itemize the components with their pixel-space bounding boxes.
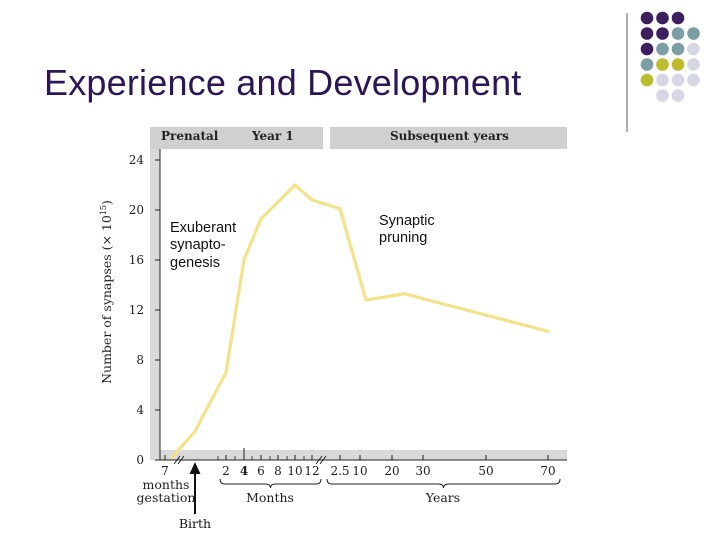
corner-dot <box>640 58 654 71</box>
corner-dot <box>656 42 669 56</box>
corner-dot <box>671 73 685 87</box>
synapse-data-point <box>293 183 297 187</box>
x-ticks: 7 2 4 6 8 10 12 2.5 10 20 30 50 70 <box>161 448 556 478</box>
x-tick-label: 10 <box>287 464 302 478</box>
corner-dot <box>656 11 669 25</box>
corner-dot <box>687 27 700 40</box>
header-band-prenatal-year1 <box>150 127 323 149</box>
axis-break-mark <box>173 455 185 465</box>
y-tick-label: 4 <box>136 403 144 417</box>
synapse-data-point <box>364 298 368 302</box>
x-group-label-months: Months <box>246 490 294 505</box>
x-group-label-gestation: months <box>143 477 190 492</box>
annotation-line: synapto- <box>170 237 226 254</box>
dot-grid <box>640 11 700 102</box>
y-tick-label: 8 <box>136 353 144 367</box>
svg-text:Number of synapses (× 1015): Number of synapses (× 1015) <box>99 200 114 384</box>
annotation-line: pruning <box>379 230 428 247</box>
x-axis-band <box>150 450 567 460</box>
synapse-series-points <box>170 183 550 460</box>
synapse-data-point <box>403 292 407 296</box>
x-group-brace-months <box>219 478 322 489</box>
period-header: Year 1 <box>251 129 294 143</box>
x-tick-label: 2.5 <box>330 464 349 478</box>
synapse-data-point <box>310 198 314 202</box>
y-axis-label-close: ) <box>99 200 114 205</box>
annotation-line: Synaptic <box>379 213 435 229</box>
y-axis-label: Number of synapses (× 1015) <box>99 200 114 384</box>
birth-arrow-head <box>189 462 201 474</box>
corner-dot <box>671 42 685 56</box>
x-tick-label: 30 <box>415 464 430 478</box>
x-tick-label: 4 <box>240 464 248 478</box>
synapse-chart: 0 4 8 12 16 20 24 Prenatal Year 1 Subsequent yea… <box>98 122 578 538</box>
header-band-subsequent <box>330 127 567 149</box>
x-tick-label: 10 <box>352 464 367 478</box>
y-axis-band <box>150 149 160 460</box>
annotation-exuberant-synaptogenesis: Exuberant synapto- genesis <box>170 220 280 272</box>
corner-dot <box>640 42 654 56</box>
synapse-series-line <box>170 183 550 460</box>
slide-title: Experience and Development <box>44 62 522 103</box>
birth-marker: Birth <box>179 462 211 531</box>
corner-dot-decoration <box>626 11 700 132</box>
x-tick-label: 6 <box>257 464 265 478</box>
y-tick-label: 20 <box>129 203 144 217</box>
period-header: Subsequent years <box>390 129 509 143</box>
x-tick-label: 12 <box>304 464 319 478</box>
corner-dot <box>640 27 654 40</box>
annotation-line: Exuberant <box>170 220 237 236</box>
corner-dot <box>671 58 685 71</box>
synapse-data-point <box>426 298 430 302</box>
y-ticks: 0 4 8 12 16 20 24 <box>129 153 160 467</box>
x-tick-label: 20 <box>384 464 399 478</box>
synapse-data-point <box>170 455 174 460</box>
corner-dot <box>656 73 669 87</box>
corner-dot <box>640 73 654 87</box>
x-group-label-years: Years <box>425 490 460 505</box>
corner-dot <box>656 27 669 40</box>
annotation-line: genesis <box>170 254 220 271</box>
y-axis-label-exponent: 15 <box>99 205 108 215</box>
corner-dot <box>640 11 654 25</box>
synapse-data-point <box>338 207 342 211</box>
x-tick-label: 8 <box>274 464 282 478</box>
x-tick-label: 7 <box>161 464 169 478</box>
synapse-data-point <box>546 329 550 333</box>
y-tick-label: 24 <box>129 153 145 167</box>
synapse-data-point <box>193 429 197 433</box>
y-tick-label: 0 <box>136 453 144 467</box>
synapse-data-point <box>224 370 228 375</box>
corner-dot <box>687 58 700 71</box>
corner-dot <box>687 73 700 87</box>
period-headers: Prenatal Year 1 Subsequent years <box>161 129 509 143</box>
corner-dot <box>656 89 669 102</box>
x-group-label-gestation: gestation <box>137 490 196 505</box>
x-group-brace-years <box>326 478 561 489</box>
corner-dot <box>671 27 685 40</box>
x-tick-label: 50 <box>478 464 493 478</box>
x-tick-label: 70 <box>540 464 555 478</box>
y-tick-label: 12 <box>129 303 144 317</box>
synapse-data-point <box>259 217 263 221</box>
axis-break-mark <box>315 455 327 465</box>
period-header: Prenatal <box>161 129 219 143</box>
annotation-synaptic-pruning: Synaptic pruning <box>379 213 479 248</box>
corner-dot <box>671 89 685 102</box>
corner-dot <box>671 11 685 25</box>
y-tick-label: 16 <box>129 253 144 267</box>
synapse-data-point <box>242 258 246 262</box>
birth-label: Birth <box>179 516 211 531</box>
x-tick-label: 2 <box>222 464 230 478</box>
corner-dot <box>656 58 669 71</box>
corner-dot <box>687 42 700 56</box>
y-axis-label-text: Number of synapses (× 10 <box>99 215 114 384</box>
